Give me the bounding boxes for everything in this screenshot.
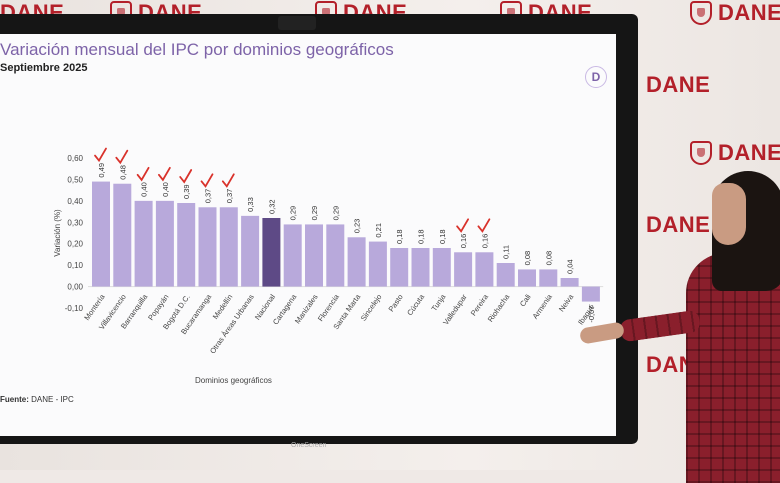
slide-title: Variación mensual del IPC por dominios g… bbox=[0, 40, 394, 59]
bar bbox=[581, 286, 600, 302]
data-label: 0,18 bbox=[417, 229, 426, 244]
y-tick-label: 0,10 bbox=[67, 261, 83, 270]
check-mark-icon bbox=[200, 173, 214, 188]
bar bbox=[496, 263, 515, 287]
check-mark-icon bbox=[221, 173, 235, 188]
bar bbox=[390, 248, 409, 287]
data-label: 0,29 bbox=[331, 206, 340, 221]
bar bbox=[155, 200, 174, 287]
dane-wall-logo: DANE bbox=[690, 140, 780, 166]
dane-seal-icon bbox=[690, 141, 712, 165]
bar bbox=[347, 237, 366, 287]
x-axis-label: Dominios geográficos bbox=[195, 376, 272, 385]
bar bbox=[411, 248, 430, 287]
y-tick-label: 0,40 bbox=[67, 197, 83, 206]
data-label: 0,23 bbox=[353, 219, 362, 234]
y-tick-label: 0,00 bbox=[67, 283, 83, 292]
x-tick-label: Pasto bbox=[386, 293, 404, 314]
data-label: 0,16 bbox=[459, 234, 468, 249]
bar-chart: 0,60 0,50 0,40 0,30 0,20 0,10 0,00 -0,10 Variaci… bbox=[53, 147, 604, 385]
bar bbox=[432, 248, 451, 287]
bar bbox=[326, 224, 345, 287]
check-mark-icon bbox=[136, 166, 150, 182]
data-label: 0,21 bbox=[374, 223, 383, 238]
x-tick-label: Tunja bbox=[429, 292, 447, 313]
presenter bbox=[578, 165, 780, 483]
data-label: 0,40 bbox=[161, 182, 170, 197]
data-label: 0,16 bbox=[480, 234, 489, 249]
data-label: 0,39 bbox=[182, 184, 191, 199]
bar bbox=[262, 218, 281, 287]
slide-source: Fuente: DANE - IPC bbox=[0, 395, 74, 404]
data-label: 0,33 bbox=[246, 197, 255, 212]
y-axis-label: Variación (%) bbox=[53, 209, 62, 257]
presenter-face bbox=[712, 183, 746, 245]
data-label: 0,29 bbox=[289, 206, 298, 221]
x-tick-label: Otras Áreas Urbanas bbox=[208, 292, 256, 355]
slide: 0,60 0,50 0,40 0,30 0,20 0,10 0,00 -0,10 Variaci… bbox=[0, 34, 616, 436]
bar bbox=[219, 207, 238, 287]
data-label: 0,48 bbox=[118, 165, 127, 180]
bar bbox=[113, 183, 132, 287]
y-tick-label: -0,10 bbox=[65, 304, 84, 313]
x-tick-label: Neiva bbox=[557, 292, 576, 314]
check-mark-icon bbox=[115, 149, 129, 165]
x-tick-label: Cali bbox=[518, 292, 533, 308]
check-mark-icon bbox=[179, 169, 193, 184]
bar bbox=[518, 269, 536, 287]
dane-wall-logo: DANE bbox=[646, 212, 711, 237]
bar bbox=[283, 224, 302, 287]
data-label: 0,37 bbox=[204, 189, 213, 204]
data-label: 0,49 bbox=[97, 163, 106, 178]
y-tick-label: 0,60 bbox=[67, 154, 83, 163]
dane-wall-logo: DANE bbox=[646, 72, 711, 97]
data-label: 0,18 bbox=[438, 229, 447, 244]
bar bbox=[198, 207, 217, 287]
check-mark-icon bbox=[456, 218, 469, 233]
x-tick-label: Pereira bbox=[469, 292, 491, 318]
bar bbox=[454, 252, 473, 287]
data-label: 0,04 bbox=[566, 259, 575, 274]
dane-seal-icon bbox=[690, 1, 712, 25]
camera-icon bbox=[278, 16, 316, 30]
data-label: 0,08 bbox=[544, 251, 553, 266]
data-label: 0,40 bbox=[140, 182, 149, 197]
y-tick-label: 0,30 bbox=[67, 218, 83, 227]
x-tick-label: Cúcuta bbox=[405, 292, 426, 317]
dane-wall-logo: DANE bbox=[690, 0, 780, 26]
slide-subtitle: Septiembre 2025 bbox=[0, 62, 88, 74]
x-tick-label: Sincelejo bbox=[359, 293, 384, 323]
check-mark-icon bbox=[158, 166, 171, 182]
check-mark-icon bbox=[94, 147, 107, 163]
y-tick-label: 0,50 bbox=[67, 175, 83, 184]
x-tick-label: Riohacha bbox=[486, 292, 512, 324]
screen-brand: OneScreen bbox=[291, 442, 327, 449]
data-label: 0,11 bbox=[502, 245, 511, 259]
x-tick-label: Armenia bbox=[531, 292, 555, 321]
presenter-jacket bbox=[686, 253, 780, 483]
dane-d-logo-icon: D bbox=[585, 66, 607, 88]
data-label: 0,08 bbox=[523, 251, 532, 266]
bar bbox=[560, 278, 579, 287]
bar bbox=[92, 181, 110, 287]
display-screen: 0,60 0,50 0,40 0,30 0,20 0,10 0,00 -0,10 Variaci… bbox=[0, 14, 638, 449]
data-label: -0,07 bbox=[587, 306, 596, 323]
data-label: 0,37 bbox=[225, 189, 234, 204]
data-label: 0,29 bbox=[310, 206, 319, 221]
data-label: 0,18 bbox=[395, 229, 404, 244]
bar bbox=[539, 269, 558, 287]
data-label: 0,32 bbox=[267, 199, 276, 214]
bar bbox=[368, 241, 387, 287]
bar bbox=[305, 224, 323, 287]
bar bbox=[134, 200, 153, 287]
bar bbox=[177, 203, 196, 287]
bar bbox=[475, 252, 494, 287]
check-mark-icon bbox=[477, 218, 491, 233]
y-tick-label: 0,20 bbox=[67, 240, 83, 249]
bar bbox=[241, 215, 260, 287]
